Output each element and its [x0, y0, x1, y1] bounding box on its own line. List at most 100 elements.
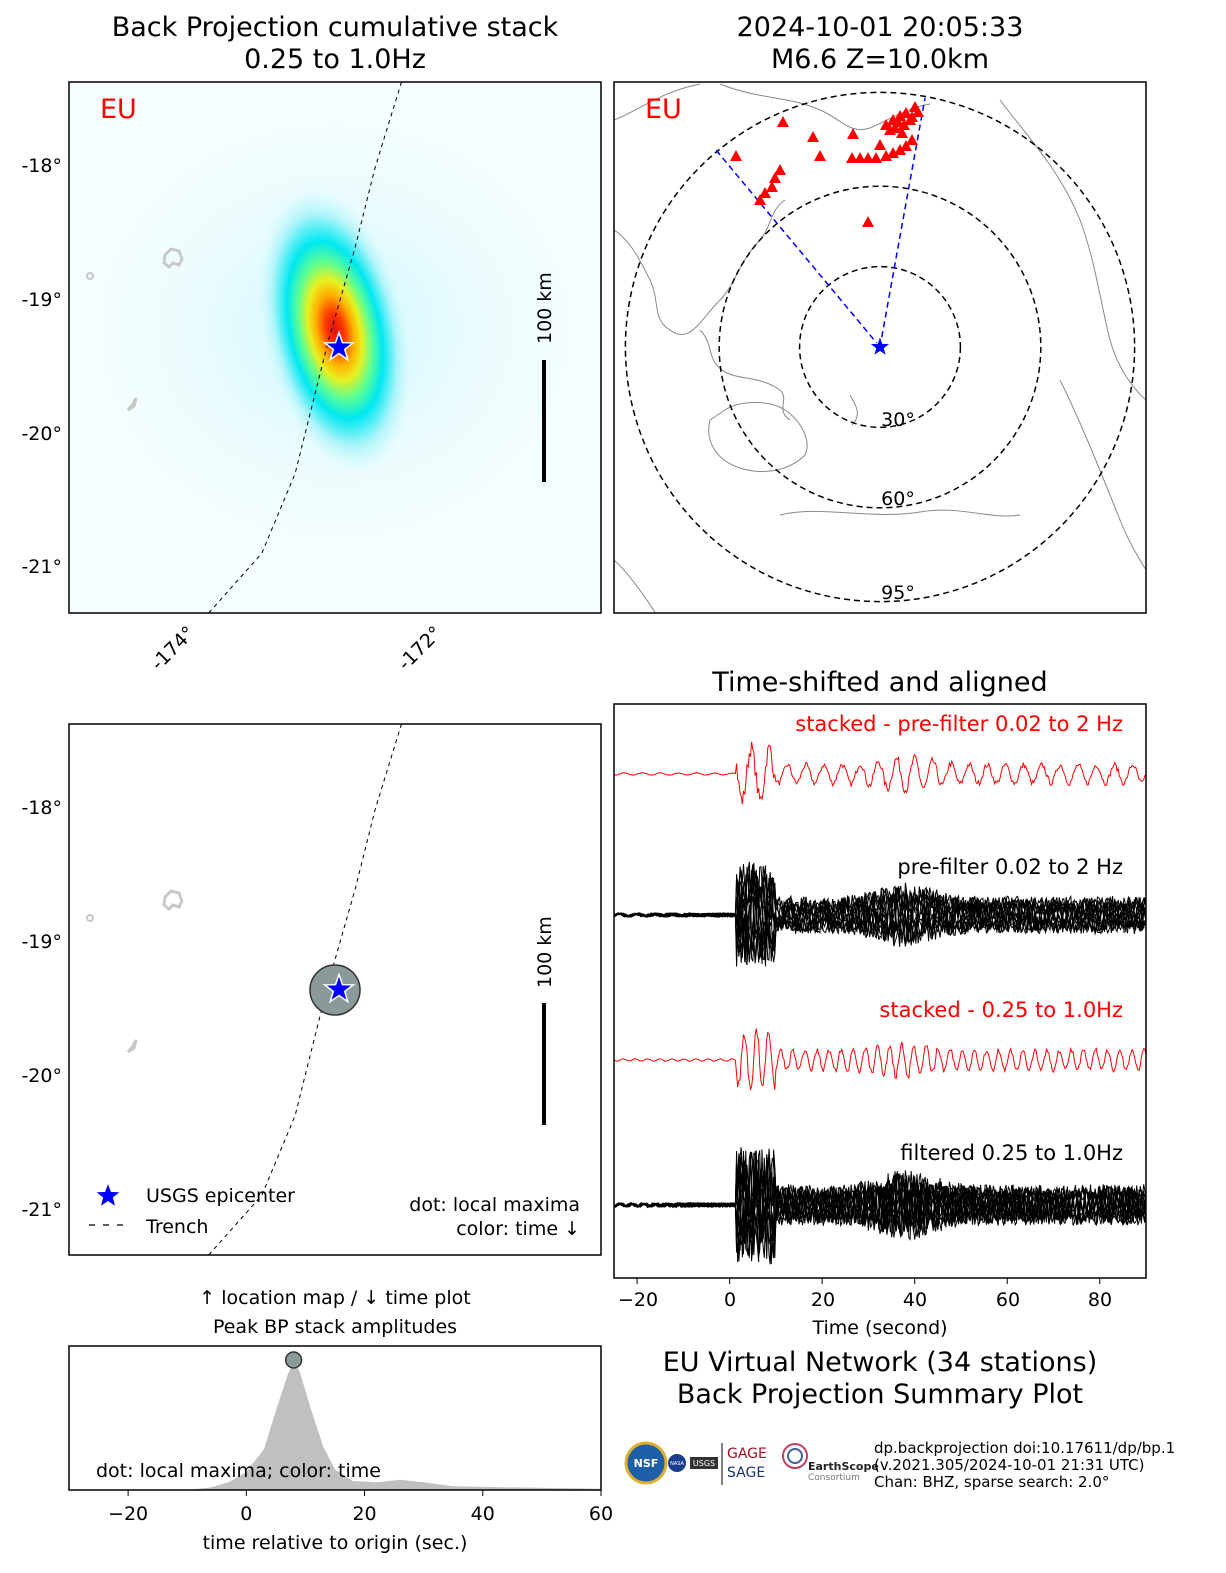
usgs-logo-icon — [690, 1457, 718, 1469]
earthscope-logo-icon — [782, 1443, 808, 1469]
lat-tick-label: -18° — [21, 155, 62, 177]
bp-map-title: Back Projection cumulative stack — [112, 12, 559, 43]
caption-line1: ↑ location map / ↓ time plot — [199, 1287, 470, 1309]
consortium-logo-text: Consortium — [808, 1473, 860, 1483]
x-tick-label: 20 — [352, 1503, 376, 1525]
legend-star-icon — [96, 1184, 120, 1206]
island-outline — [162, 889, 184, 912]
x-tick-label: 40 — [903, 1289, 927, 1311]
lat-tick-label: -21° — [21, 1199, 62, 1221]
x-tick-label: 0 — [724, 1289, 736, 1311]
earthscope-logo-icon — [787, 1448, 803, 1464]
info-line1: dp.backprojection doi:10.17611/dp/bp.1 — [874, 1439, 1175, 1457]
bp-map-subtitle: 0.25 to 1.0Hz — [244, 44, 426, 75]
x-tick-label: 0 — [240, 1503, 252, 1525]
coastline-south-america — [1059, 379, 1146, 571]
gage-logo-text: GAGE — [727, 1446, 767, 1462]
info-line3: Chan: BHZ, sparse search: 2.0° — [874, 1473, 1109, 1491]
time-plot-x-ticks: −20 0 20 40 60 — [108, 1490, 613, 1525]
usgs-logo-text: USGS — [693, 1459, 715, 1468]
peak-time-dot — [284, 1351, 303, 1369]
summary-line1: EU Virtual Network (34 stations) — [663, 1347, 1098, 1378]
island-outline — [162, 247, 184, 270]
lat-tick-label: -20° — [21, 1065, 62, 1087]
x-tick-label: 60 — [996, 1289, 1020, 1311]
nasa-logo-text: NASA — [670, 1461, 684, 1467]
lat-tick-label: -20° — [21, 423, 62, 445]
bp-map-frame — [68, 81, 602, 614]
time-plot-background — [69, 1346, 601, 1490]
coastline-antarctica — [779, 509, 1021, 517]
filtered-trace — [614, 1150, 1146, 1261]
coastline-australia — [708, 402, 808, 473]
stacked-filtered-trace — [614, 1028, 1146, 1092]
scale-bar-label: 100 km — [534, 916, 556, 988]
station-triangle — [904, 114, 916, 125]
waveform-panel: Time-shifted and aligned stacked - pre-f… — [613, 667, 1147, 1339]
nsf-logo-text: NSF — [634, 1457, 659, 1470]
x-tick-label: −20 — [108, 1503, 148, 1525]
summary-line2: Back Projection Summary Plot — [677, 1379, 1083, 1410]
x-tick-label: 40 — [471, 1503, 495, 1525]
time-plot-note: dot: local maxima; color: time — [96, 1460, 381, 1482]
station-triangle — [862, 216, 874, 227]
lat-tick-label: -18° — [21, 797, 62, 819]
coastline-africa — [614, 559, 656, 613]
station-triangle — [807, 131, 819, 142]
lon-tick-label: -172° — [394, 622, 447, 675]
bp-heat-blob — [255, 182, 415, 478]
station-triangle — [870, 152, 882, 163]
station-triangle — [880, 150, 892, 161]
bp-lat-ticks: -18° -19° -20° -21° — [21, 155, 62, 578]
waveform-xlabel: Time (second) — [811, 1317, 947, 1339]
distance-ring — [798, 265, 962, 429]
logo-strip: NSF NASA USGS GAGE SAGE EarthScope Conso… — [624, 1441, 879, 1485]
station-triangle — [900, 140, 912, 151]
station-triangle — [906, 134, 918, 145]
station-triangle — [759, 187, 771, 198]
bp-network-label: EU — [100, 94, 137, 125]
x-tick-label: 60 — [589, 1503, 613, 1525]
summary-block: EU Virtual Network (34 stations) Back Pr… — [624, 1347, 1175, 1491]
event-map-frame — [613, 81, 1147, 614]
info-line2: (v.2021.305/2024-10-01 21:31 UTC) — [874, 1456, 1144, 1474]
lon-tick-label: -174° — [147, 622, 200, 675]
station-triangle — [887, 147, 899, 158]
nasa-logo-icon — [668, 1454, 686, 1472]
station-triangle — [846, 152, 858, 163]
epicenter-star — [868, 334, 892, 358]
prefilter-trace — [614, 864, 1146, 965]
array-aperture-lines — [715, 97, 926, 348]
island-outline — [126, 397, 138, 412]
caption-line2: Peak BP stack amplitudes — [213, 1316, 457, 1338]
station-triangle — [730, 150, 742, 161]
station-triangle — [898, 119, 910, 130]
station-triangle — [900, 107, 912, 118]
waveform-background — [614, 704, 1146, 1278]
coastline-north — [614, 83, 931, 131]
station-triangle — [892, 116, 904, 127]
coastline-se-asia — [699, 329, 791, 421]
location-note-line2: color: time ↓ — [456, 1218, 580, 1240]
trench-line — [208, 724, 402, 1255]
lat-tick-label: -19° — [21, 289, 62, 311]
ring-label-95: 95° — [881, 582, 915, 604]
location-map-panel: 100 km USGS epicenter Trench dot: local … — [21, 723, 602, 1338]
coastline-americas — [999, 99, 1146, 401]
location-lat-ticks: -18° -19° -20° -21° — [21, 797, 62, 1221]
x-tick-label: 80 — [1088, 1289, 1112, 1311]
legend-epicenter-label: USGS epicenter — [146, 1185, 295, 1207]
station-markers — [730, 101, 924, 227]
station-triangle — [909, 101, 921, 112]
bp-lon-ticks: -174° -172° — [147, 622, 447, 675]
sage-logo-text: SAGE — [727, 1465, 765, 1481]
time-plot-panel: dot: local maxima; color: time −20 0 20 40 6… — [68, 1345, 613, 1554]
ring-label-60: 60° — [881, 488, 915, 510]
trace-label-prefilter: pre-filter 0.02 to 2 Hz — [897, 855, 1123, 879]
trench-line — [208, 82, 402, 613]
island-outline — [86, 272, 94, 280]
station-triangle — [754, 194, 766, 205]
location-map-frame — [68, 723, 602, 1256]
distance-rings — [624, 91, 1136, 603]
